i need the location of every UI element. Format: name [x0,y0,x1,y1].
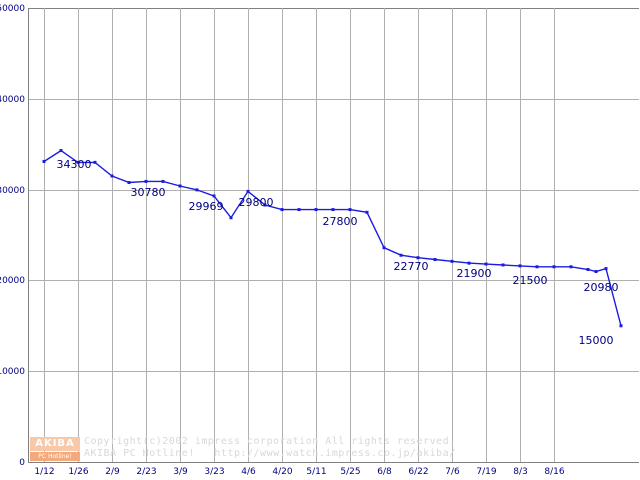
y-gridlines [28,8,639,463]
y-tick-label: 0 [19,458,25,468]
data-point-marker [382,246,386,250]
x-tick-label: 8/3 [513,467,527,477]
site-url-line: AKIBA PC Hotline! http://www.watch.impre… [84,448,456,459]
data-point-marker [604,267,608,271]
y-tick-label: 40000 [0,95,25,105]
x-tick-label: 4/6 [241,467,256,477]
data-point-marker [178,184,182,188]
data-point-marker [348,208,352,212]
data-value-label: 29969 [189,200,224,213]
data-point-marker [229,216,233,220]
price-line [43,149,622,326]
y-tick-label: 30000 [0,186,25,196]
data-point-marker [619,324,623,328]
data-point-marker [552,265,556,269]
data-value-label: 34300 [57,158,92,171]
data-point-marker [110,174,114,178]
data-point-marker [416,256,420,260]
data-value-label: 21500 [513,274,548,287]
data-point-marker [93,160,97,164]
data-point-marker [331,208,335,212]
data-point-marker [450,259,454,263]
x-tick-label: 1/12 [34,467,54,477]
akiba-logo: AKIBA PC Hotline! [30,437,80,461]
data-value-label: 21900 [457,267,492,280]
data-point-marker [399,253,403,257]
data-series [43,149,622,326]
copyright-line: Copyright(c)2002 impress corporation All… [84,436,456,447]
data-point-marker [467,261,471,265]
x-tick-label: 3/9 [173,467,188,477]
data-point-marker [569,265,573,269]
y-tick-label: 50000 [0,4,25,14]
data-point-marker [297,208,301,212]
x-tick-label: 5/25 [340,467,360,477]
data-point-marker [365,210,369,214]
x-tick-label: 1/26 [68,467,88,477]
data-point-marker [246,189,250,193]
data-point-marker [212,194,216,198]
data-point-marker [263,203,267,207]
x-tick-label: 8/16 [544,467,564,477]
akiba-logo-text: AKIBA [30,437,80,451]
data-point-marker [76,160,80,164]
data-point-marker [484,262,488,266]
data-point-marker [161,179,165,183]
data-point-marker [127,181,131,185]
y-axis-tick-labels: 0 10000 20000 30000 40000 50000 [0,4,25,468]
data-point-marker [144,179,148,183]
data-value-label: 20980 [584,281,619,294]
x-tick-label: 7/6 [445,467,460,477]
data-point-marker [433,258,437,262]
data-point-marker [59,149,63,153]
data-point-markers [42,149,623,328]
x-tick-label: 6/8 [377,467,392,477]
pc-hotline-logo-text: PC Hotline! [30,452,80,461]
x-gridlines [28,8,555,462]
x-tick-label: 5/11 [306,467,326,477]
data-point-marker [501,263,505,267]
x-tick-label: 6/22 [408,467,428,477]
data-point-marker [195,188,199,192]
data-value-label: 27800 [323,215,358,228]
x-tick-label: 3/23 [204,467,224,477]
data-value-labels: 34300 30780 29969 29800 27800 22770 21900 21500… [57,158,619,347]
x-tick-label: 2/9 [105,467,120,477]
data-point-marker [535,265,539,269]
data-value-label: 30780 [131,186,166,199]
footer-watermark: AKIBA PC Hotline! Copyright(c)2002 impre… [28,436,640,462]
data-value-label: 15000 [579,334,614,347]
data-point-marker [594,270,598,274]
data-point-marker [586,268,590,272]
y-tick-label: 10000 [0,367,25,377]
x-tick-label: 4/20 [272,467,292,477]
x-tick-label: 7/19 [476,467,496,477]
data-point-marker [518,264,522,268]
y-tick-label: 20000 [0,276,25,286]
x-axis-tick-labels: 1/12 1/26 2/9 2/23 3/9 3/23 4/6 4/20 5/11 5/25 6/8… [34,467,564,477]
data-point-marker [280,208,284,212]
data-value-label: 29800 [239,196,274,209]
data-value-label: 22770 [394,260,429,273]
data-point-marker [42,159,46,163]
x-tick-label: 2/23 [136,467,156,477]
data-point-marker [314,208,318,212]
